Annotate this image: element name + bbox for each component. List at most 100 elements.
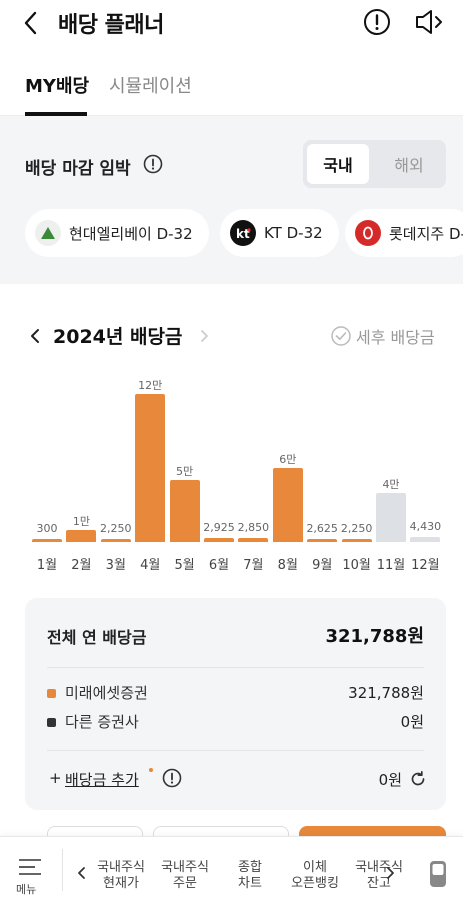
chevron-left-icon xyxy=(24,11,37,35)
add-plus-sign: + xyxy=(49,769,62,787)
chart-bar[interactable] xyxy=(376,492,406,542)
bar-value-label: 12만 xyxy=(138,379,163,392)
bar-value-label: 300 xyxy=(36,522,58,535)
chart-bar[interactable] xyxy=(32,539,62,542)
nav-item-domestic-order[interactable]: 국내주식 주문 xyxy=(152,860,218,892)
total-annual-dividend-value: 321,788원 xyxy=(325,626,424,647)
menu-label[interactable]: 메뉴 xyxy=(16,883,37,896)
month-label: 4월 xyxy=(140,558,161,573)
deadline-info-button[interactable] xyxy=(142,153,164,175)
added-dividend-value: 0원 xyxy=(378,771,402,789)
chip-label: KT D-32 xyxy=(264,224,323,242)
add-dividend-link[interactable]: 배당금 추가 xyxy=(65,771,139,789)
page-title: 배당 플래너 xyxy=(58,13,164,38)
tab-simulation[interactable]: 시뮬레이션 xyxy=(109,76,192,97)
divider xyxy=(62,849,63,891)
add-dividend-info-button[interactable] xyxy=(161,767,183,789)
nav-item-domestic-price[interactable]: 국내주식 현재가 xyxy=(88,860,154,892)
chart-bar[interactable] xyxy=(135,394,166,542)
menu-button[interactable] xyxy=(18,857,42,877)
nav-item-transfer[interactable]: 이체 오픈뱅킹 xyxy=(282,860,348,892)
segment-overseas[interactable]: 해외 xyxy=(394,156,424,175)
month-label: 5월 xyxy=(174,558,195,573)
tab-my-dividend[interactable]: MY배당 xyxy=(25,76,90,97)
chart-bar[interactable] xyxy=(272,468,303,542)
phone-button[interactable] xyxy=(428,859,448,889)
after-tax-label[interactable]: 세후 배당금 xyxy=(356,328,435,347)
bar-value-label: 4만 xyxy=(382,477,400,491)
tab-bar: MY배당 시뮬레이션 xyxy=(0,60,463,116)
broker-value: 321,788원 xyxy=(348,684,424,702)
chevron-left-icon xyxy=(78,867,85,879)
nav-item-label: 종합 차트 xyxy=(238,860,262,891)
legend-swatch-other xyxy=(47,718,56,727)
deadline-title: 배당 마감 임박 xyxy=(25,159,131,179)
month-label: 10월 xyxy=(342,558,371,573)
phone-icon xyxy=(430,861,446,887)
chart-bar[interactable] xyxy=(169,480,200,542)
info-button[interactable] xyxy=(362,7,392,37)
hamburger-menu-icon xyxy=(19,859,41,875)
chevron-right-icon xyxy=(201,330,208,342)
chevron-left-icon xyxy=(31,329,39,343)
deadline-chip-kt[interactable]: kt KT D-32 xyxy=(220,209,339,257)
check-circle-icon xyxy=(331,326,351,346)
nav-item-chart[interactable]: 종합 차트 xyxy=(217,860,283,892)
deadline-chip-lotte[interactable]: 롯데지주 D- xyxy=(345,209,463,257)
lotte-logo xyxy=(355,220,381,246)
nav-item-label: 국내주식 주문 xyxy=(161,860,209,891)
chart-bar[interactable] xyxy=(204,538,234,542)
chip-label: 현대엘리베이 D-32 xyxy=(69,224,193,243)
chart-bar[interactable] xyxy=(66,529,97,542)
nav-item-domestic-balance[interactable]: 국내주식 잔고 xyxy=(346,860,412,892)
deadline-chip-hyundai-elevator[interactable]: 현대엘리베이 D-32 xyxy=(25,209,209,257)
total-annual-dividend-label: 전체 연 배당금 xyxy=(47,628,147,647)
bar-value-label: 2,625 xyxy=(306,521,338,535)
legend-swatch-mirae xyxy=(47,689,56,698)
bar-value-label: 2,925 xyxy=(203,521,235,535)
info-circle-icon xyxy=(143,154,163,174)
segment-domestic[interactable]: 국내 xyxy=(307,144,369,184)
nav-scroll-left-button[interactable] xyxy=(76,864,88,882)
monthly-dividend-chart: 300 1월 1만 2월 2,250 3월 12만 4월 5만 5월 2,925 6월 2,850 7월 6… xyxy=(0,360,463,580)
speaker-button[interactable] xyxy=(412,7,446,37)
svg-text:kt: kt xyxy=(236,227,250,241)
refresh-button[interactable] xyxy=(409,770,427,788)
bar-value-label: 2,250 xyxy=(340,522,373,535)
info-circle-icon xyxy=(162,768,182,788)
bar-value-label: 6만 xyxy=(279,453,297,466)
month-label: 12월 xyxy=(411,558,440,573)
refresh-icon xyxy=(411,770,425,786)
broker-label: 미래에셋증권 xyxy=(65,684,148,702)
new-badge-dot xyxy=(149,768,153,772)
month-label: 1월 xyxy=(36,558,58,573)
back-button[interactable] xyxy=(18,8,46,38)
chart-bar[interactable] xyxy=(410,536,441,542)
chart-bar[interactable] xyxy=(341,539,372,542)
month-label: 8월 xyxy=(277,558,298,573)
month-label: 11월 xyxy=(376,558,406,573)
top-bar: 배당 플래너 xyxy=(0,0,463,48)
hyundai-elevator-logo xyxy=(35,220,61,246)
bar-value-label: 2,250 xyxy=(100,522,132,535)
nav-scroll-right-button[interactable] xyxy=(384,864,396,882)
nav-item-label: 이체 오픈뱅킹 xyxy=(291,860,339,891)
bar-value-label: 4,430 xyxy=(409,519,442,533)
next-year-button[interactable] xyxy=(198,324,212,348)
chart-title: 2024년 배당금 xyxy=(53,326,183,348)
month-label: 2월 xyxy=(71,558,92,573)
divider xyxy=(47,750,424,751)
broker-value: 0원 xyxy=(400,713,424,731)
chart-bar[interactable] xyxy=(307,538,338,542)
month-label: 9월 xyxy=(312,558,333,573)
chart-bar[interactable] xyxy=(100,539,131,542)
bar-value-label: 5만 xyxy=(176,465,194,479)
chevron-right-icon xyxy=(387,867,394,879)
after-tax-toggle[interactable] xyxy=(330,325,352,347)
bar-value-label: 1만 xyxy=(72,514,90,528)
previous-year-button[interactable] xyxy=(26,324,44,348)
month-label: 7월 xyxy=(243,558,264,573)
bottom-navigation: 메뉴 국내주식 현재가 국내주식 주문 종합 차트 이체 오픈뱅킹 국내주식 잔… xyxy=(0,836,463,901)
active-tab-indicator xyxy=(25,112,87,116)
chart-bar[interactable] xyxy=(238,538,269,542)
